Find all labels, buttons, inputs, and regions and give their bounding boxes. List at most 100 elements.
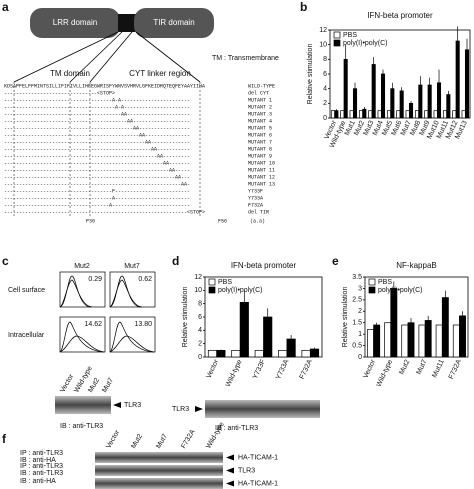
row-name: MUTANT 12 <box>248 174 275 180</box>
panel-letter: c <box>2 254 9 268</box>
percent-label: 14.62 <box>84 321 102 328</box>
y-tick-label: 4 <box>323 86 327 93</box>
bar <box>254 349 264 358</box>
bar <box>452 324 460 358</box>
legend-swatch <box>208 278 216 286</box>
lane-label: Mut7 <box>101 377 115 394</box>
lane-label: Mut2 <box>87 377 101 394</box>
flow-histograms <box>59 271 156 353</box>
bar <box>343 58 348 119</box>
x-tick-label: Wild-type <box>225 359 244 388</box>
sequence: ------------------------------------F---… <box>4 188 190 194</box>
y-tick-label: 1.5 <box>352 320 362 327</box>
sequence: ----------------------------------------… <box>4 153 190 159</box>
y-tick-label: 0.5 <box>352 342 362 349</box>
row-name: MUTANT 1 <box>248 97 272 103</box>
bar <box>349 110 354 119</box>
row-name: MUTANT 8 <box>248 146 272 152</box>
row-name: MUTANT 5 <box>248 125 272 131</box>
y-tick-label: 8 <box>323 56 327 63</box>
bar <box>396 110 401 119</box>
lrr-shape <box>30 8 120 38</box>
y-tick-label: 3 <box>358 285 362 292</box>
sequence: -----------------------------------A----… <box>4 202 190 208</box>
cyt-label: CYT linker region <box>129 69 191 78</box>
sequence: ---------------------------------------A… <box>4 111 190 117</box>
tir-shape <box>134 8 214 38</box>
y-tick-label: 2.5 <box>352 297 362 304</box>
y-tick-label: 12 <box>194 274 202 281</box>
chart-title: IFN-beta promoter <box>367 11 433 20</box>
panel-letter: f <box>2 432 7 446</box>
bar <box>408 102 414 119</box>
sequence: ----------------------------------------… <box>4 209 205 215</box>
panel-letter: b <box>300 0 307 14</box>
blot <box>55 396 111 414</box>
x-tick-label: Vector <box>205 358 220 380</box>
row-name: WILD-TYPE <box>248 83 275 89</box>
tm-shape <box>118 14 136 32</box>
bar <box>386 110 392 119</box>
position-label: F56 <box>218 218 227 224</box>
y-tick-label: 1 <box>358 331 362 338</box>
arrow <box>226 467 234 474</box>
bar <box>399 90 404 119</box>
y-axis-label: Relative stimulation <box>307 44 314 105</box>
bar <box>352 88 358 119</box>
y-axis-label: Relative stimulation <box>182 287 189 348</box>
column-label: Mut2 <box>74 263 90 270</box>
sequence: KDSAPFELFFMINTSILLIFIFIVLLIHFEGWRISFYWNV… <box>4 83 205 89</box>
bar <box>427 84 432 119</box>
sequence: -------------------------------<STOP> <box>4 90 115 96</box>
row-name: F732A <box>248 202 263 208</box>
bar <box>368 110 373 119</box>
sequence: ----------------------------------------… <box>4 174 190 180</box>
arrow <box>195 406 203 412</box>
sequence: ----------------------------------------… <box>4 146 190 152</box>
bar <box>278 349 288 358</box>
arrow <box>226 454 234 461</box>
y-tick-label: 0 <box>323 115 327 122</box>
bar <box>301 349 311 358</box>
lrr-label: LRR domain <box>53 18 97 27</box>
blot <box>95 465 223 476</box>
tm-note: TM : Transmembrane <box>212 55 279 62</box>
bar <box>435 324 443 358</box>
y-tick-label: 6 <box>198 314 202 321</box>
y-tick-label: 12 <box>319 27 327 34</box>
lane-label: Mut2 <box>130 433 144 450</box>
bar <box>461 110 466 119</box>
chart-title: NF-kappaB <box>396 261 436 270</box>
y-tick-label: 3.5 <box>352 274 362 281</box>
row-name: MUTANT 4 <box>248 118 272 124</box>
legend-swatch <box>333 39 341 47</box>
bar <box>231 349 241 358</box>
x-tick-label: F732A <box>448 358 463 380</box>
plot-frame <box>364 276 469 358</box>
bar <box>340 110 345 119</box>
sequence: ----------------------------------------… <box>4 118 190 124</box>
x-tick-label: Y733A <box>275 358 290 380</box>
legend-swatch <box>208 286 216 294</box>
row-name: MUTANT 7 <box>248 139 272 145</box>
bar <box>371 64 376 119</box>
bar <box>309 348 320 358</box>
bar <box>390 288 398 358</box>
bar <box>207 349 218 358</box>
bar <box>367 329 374 358</box>
panel-letter: a <box>2 0 9 14</box>
y-tick-label: 0 <box>198 354 202 361</box>
bar <box>239 301 249 358</box>
y-axis-label: Relative stimulation <box>342 287 349 348</box>
sequence: ----------------------------------------… <box>4 160 190 166</box>
blot <box>205 400 320 418</box>
bar <box>442 110 448 119</box>
row-name: MUTANT 9 <box>248 153 272 159</box>
bar <box>424 110 429 119</box>
row-name: del CYT <box>248 90 269 96</box>
bar <box>414 110 420 119</box>
bar <box>362 108 367 119</box>
row-name: MUTANT 2 <box>248 104 272 110</box>
arrow <box>113 402 121 408</box>
